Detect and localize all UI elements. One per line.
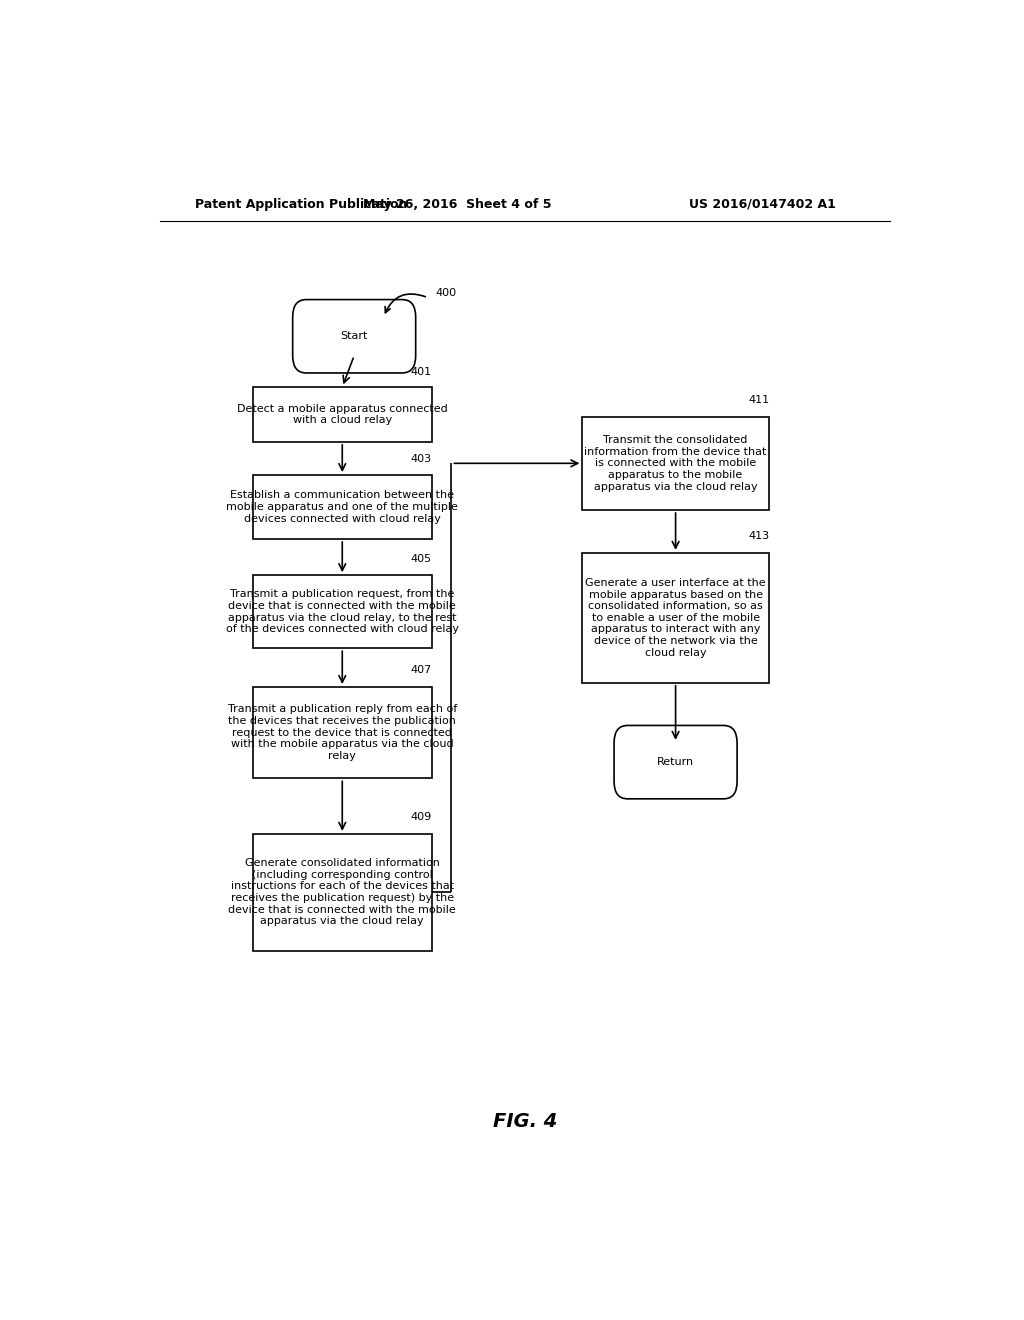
Text: Start: Start [341,331,368,342]
Text: Detect a mobile apparatus connected
with a cloud relay: Detect a mobile apparatus connected with… [237,404,447,425]
Text: 407: 407 [411,665,432,675]
Text: Generate a user interface at the
mobile apparatus based on the
consolidated info: Generate a user interface at the mobile … [586,578,766,657]
Text: US 2016/0147402 A1: US 2016/0147402 A1 [689,198,837,211]
Text: Patent Application Publication: Patent Application Publication [196,198,408,211]
FancyBboxPatch shape [253,686,431,779]
Text: May 26, 2016  Sheet 4 of 5: May 26, 2016 Sheet 4 of 5 [364,198,552,211]
FancyBboxPatch shape [253,576,431,648]
Text: Generate consolidated information
(including corresponding control
instructions : Generate consolidated information (inclu… [228,858,456,927]
FancyBboxPatch shape [583,553,769,682]
FancyBboxPatch shape [253,475,431,539]
Text: 401: 401 [411,367,432,378]
Text: Establish a communication between the
mobile apparatus and one of the multiple
d: Establish a communication between the mo… [226,491,458,524]
Text: 411: 411 [749,396,769,405]
FancyBboxPatch shape [583,417,769,510]
FancyBboxPatch shape [253,387,431,442]
FancyBboxPatch shape [614,726,737,799]
Text: Transmit a publication reply from each of
the devices that receives the publicat: Transmit a publication reply from each o… [227,705,457,760]
Text: 405: 405 [411,554,432,564]
Text: Return: Return [657,758,694,767]
Text: 409: 409 [411,812,432,822]
Text: Transmit a publication request, from the
device that is connected with the mobil: Transmit a publication request, from the… [225,589,459,634]
Text: 413: 413 [749,531,769,541]
Text: FIG. 4: FIG. 4 [493,1113,557,1131]
FancyBboxPatch shape [253,834,431,950]
Text: 400: 400 [436,288,457,297]
Text: 403: 403 [411,454,432,465]
Text: Transmit the consolidated
information from the device that
is connected with the: Transmit the consolidated information fr… [585,436,767,491]
FancyBboxPatch shape [293,300,416,374]
